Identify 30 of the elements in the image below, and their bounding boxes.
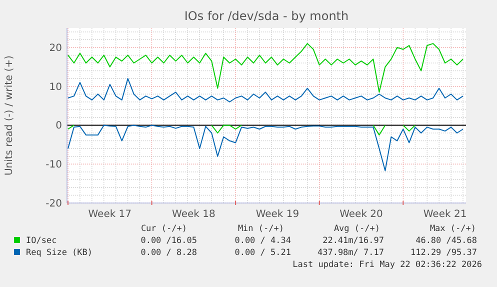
line-series: [68, 43, 464, 93]
text: 46.80 /45.68: [416, 236, 477, 246]
text: Last update: Fri May 22 02:36:22 2026: [292, 260, 482, 270]
text: Cur (-/+): [140, 224, 187, 234]
y-axis-title: Units read (-) / write (+): [4, 55, 15, 176]
x-tick-label: Week 19: [256, 209, 300, 220]
x-tick-label: Week 20: [340, 209, 383, 220]
x-tick-label: Week 21: [423, 209, 467, 220]
text: 0.00 / 4.34: [234, 236, 291, 246]
legend-label: IO/sec: [26, 236, 57, 246]
y-tick-label: -20: [46, 198, 62, 210]
line-series: [68, 78, 464, 102]
x-tick-label: Week 18: [172, 209, 216, 220]
text: 112.29 /95.37: [410, 248, 477, 258]
text: Max (-/+): [430, 224, 476, 234]
chart-title: IOs for /dev/sda - by month: [184, 9, 349, 23]
text: 22.41m/16.97: [322, 236, 384, 246]
y-tick-label: 10: [49, 82, 62, 93]
legend-label: Req Size (KB): [26, 248, 93, 258]
y-tick-label: 20: [49, 42, 62, 54]
y-tick-label: -10: [46, 160, 62, 171]
line-series: [68, 124, 464, 172]
text: 437.98m/ 7.17: [317, 248, 384, 258]
text: 0.00 / 5.21: [234, 248, 291, 258]
text: 0.00 / 8.28: [140, 248, 197, 258]
text: 0.00 /16.05: [140, 236, 197, 246]
y-tick-label: 0: [56, 120, 62, 132]
text: Avg (-/+): [334, 224, 380, 234]
x-tick-label: Week 17: [88, 209, 132, 220]
text: Min (-/+): [238, 224, 284, 234]
